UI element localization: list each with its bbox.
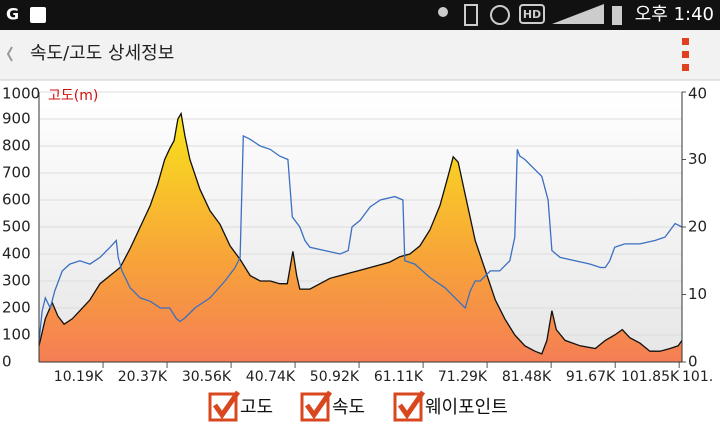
legend-item[interactable]: 고도 xyxy=(208,390,273,422)
x-tick-label: 91.67K xyxy=(566,369,616,385)
area-fill xyxy=(39,113,682,362)
x-tick-label: 30.56K xyxy=(182,369,232,385)
y2-tick-label: 30 xyxy=(688,150,707,168)
back-button[interactable] xyxy=(6,46,13,62)
status-icon xyxy=(438,7,448,17)
legend-label: 속도 xyxy=(332,397,365,418)
x-end-label: 101. xyxy=(682,369,713,385)
signal-icon xyxy=(552,4,604,24)
y-tick-label: 100 xyxy=(2,326,31,344)
status-time: 오후 1:40 xyxy=(635,4,714,25)
x-tick-label: 61.11K xyxy=(374,369,424,385)
speed-line xyxy=(38,134,683,342)
header-title: 속도/고도 상세정보 xyxy=(30,43,174,64)
y-tick-label: 0 xyxy=(2,353,12,371)
y-tick-label: 500 xyxy=(2,218,31,236)
x-tick-label: 20.37K xyxy=(118,369,168,385)
area-outline xyxy=(38,111,683,355)
x-tick-label: 71.29K xyxy=(438,369,488,385)
checkmark xyxy=(304,390,333,420)
y-tick-label: 1000 xyxy=(2,85,40,103)
y2-tick-label: 40 xyxy=(688,85,707,103)
x-tick-label: 10.19K xyxy=(54,369,104,385)
hd-icon: HD xyxy=(523,8,541,21)
y2-tick-label: 20 xyxy=(688,218,707,236)
x-tick-label: 40.74K xyxy=(246,369,296,385)
status-icon xyxy=(519,4,545,24)
x-tick-label: 50.92K xyxy=(310,369,360,385)
menu-button[interactable] xyxy=(682,38,689,71)
x-tick-label: 81.48K xyxy=(502,369,552,385)
chart: 0 100 200 300 400 500 600 700 800 900 1000 0 10 20 30 4… xyxy=(2,85,713,422)
y2-tick-label: 0 xyxy=(688,353,698,371)
y-tick-label: 700 xyxy=(2,164,31,182)
status-icon xyxy=(490,5,510,25)
legend-item[interactable]: 웨이포인트 xyxy=(393,390,508,422)
y-tick-label: 400 xyxy=(2,245,31,263)
battery-icon xyxy=(612,6,622,25)
y-tick-label: 600 xyxy=(2,191,31,209)
status-icon: G xyxy=(6,5,19,24)
y-tick-label: 900 xyxy=(2,110,31,128)
y-tick-label: 200 xyxy=(2,299,31,317)
legend-item[interactable]: 속도 xyxy=(300,390,365,422)
checkmark xyxy=(397,390,426,420)
status-icon xyxy=(464,4,478,26)
checkmark xyxy=(212,390,241,420)
y-tick-label: 300 xyxy=(2,272,31,290)
header xyxy=(0,30,720,80)
y2-tick-label: 10 xyxy=(688,285,707,303)
y-tick-label: 800 xyxy=(2,137,31,155)
legend-label: 고도 xyxy=(240,397,273,418)
legend-label: 웨이포인트 xyxy=(425,397,508,418)
x-tick-label: 101.85K xyxy=(621,369,680,385)
status-icon xyxy=(30,7,46,23)
y-axis-title: 고도(m) xyxy=(48,88,98,104)
